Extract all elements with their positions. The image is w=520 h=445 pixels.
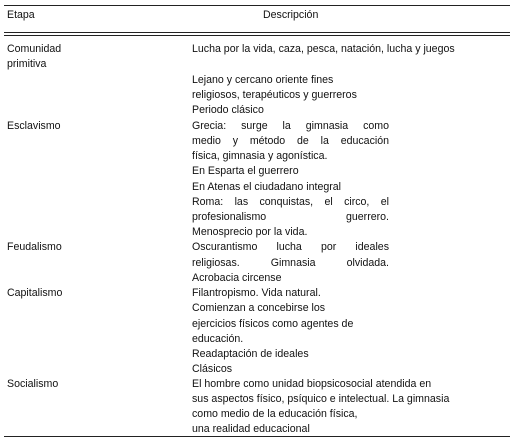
description-line: medio y método de la educación [192, 135, 389, 147]
stage-label: Esclavismo [7, 120, 61, 132]
description-line: una realidad educacional [192, 423, 310, 435]
description-line: Menosprecio por la vida. [192, 226, 308, 238]
column-header-etapa: Etapa [7, 9, 35, 21]
description-line: Acrobacia circense [192, 272, 282, 284]
stage-label: Feudalismo [7, 241, 62, 253]
description-line: En Esparta el guerrero [192, 165, 299, 177]
table-top-rule [4, 5, 510, 6]
column-header-descripcion: Descripción [263, 9, 319, 21]
stage-label: Socialismo [7, 378, 59, 390]
description-line: Clásicos [192, 363, 233, 375]
description-line: Comienzan a concebirse los [192, 302, 326, 314]
description-line: como medio de la educación física, [192, 408, 358, 420]
description-line: Readaptación de ideales [192, 348, 309, 360]
description-line: religiosas. Gimnasia olvidada. [192, 257, 389, 269]
description-line: educación. [192, 333, 244, 345]
description-line: sus aspectos físico, psíquico e intelect… [192, 393, 450, 405]
description-line: Lucha por la vida, caza, pesca, natación… [192, 43, 455, 55]
description-line: El hombre como unidad biopsicosocial ate… [192, 378, 432, 390]
header-rule [4, 35, 510, 36]
stage-label: Capitalismo [7, 287, 63, 299]
description-line: física, gimnasia y agonística. [192, 150, 328, 162]
stage-label: Comunidad [7, 43, 62, 55]
description-line: Filantropismo. Vida natural. [192, 287, 321, 299]
description-line: ejercicios físicos como agentes de [192, 318, 354, 330]
description-line: profesionalismo guerrero. [192, 211, 389, 223]
description-line: Grecia: surge la gimnasia como [192, 120, 389, 132]
description-line: Periodo clásico [192, 104, 264, 116]
stage-label: primitiva [7, 58, 47, 70]
description-line: Lejano y cercano oriente fines [192, 74, 334, 86]
description-line: Oscurantismo lucha por ideales [192, 241, 389, 253]
description-line: Roma: las conquistas, el circo, el [192, 196, 389, 208]
description-line: En Atenas el ciudadano integral [192, 181, 342, 193]
description-line: religiosos, terapéuticos y guerreros [192, 89, 357, 101]
header-rule [4, 32, 510, 33]
table-bottom-rule [4, 436, 510, 437]
